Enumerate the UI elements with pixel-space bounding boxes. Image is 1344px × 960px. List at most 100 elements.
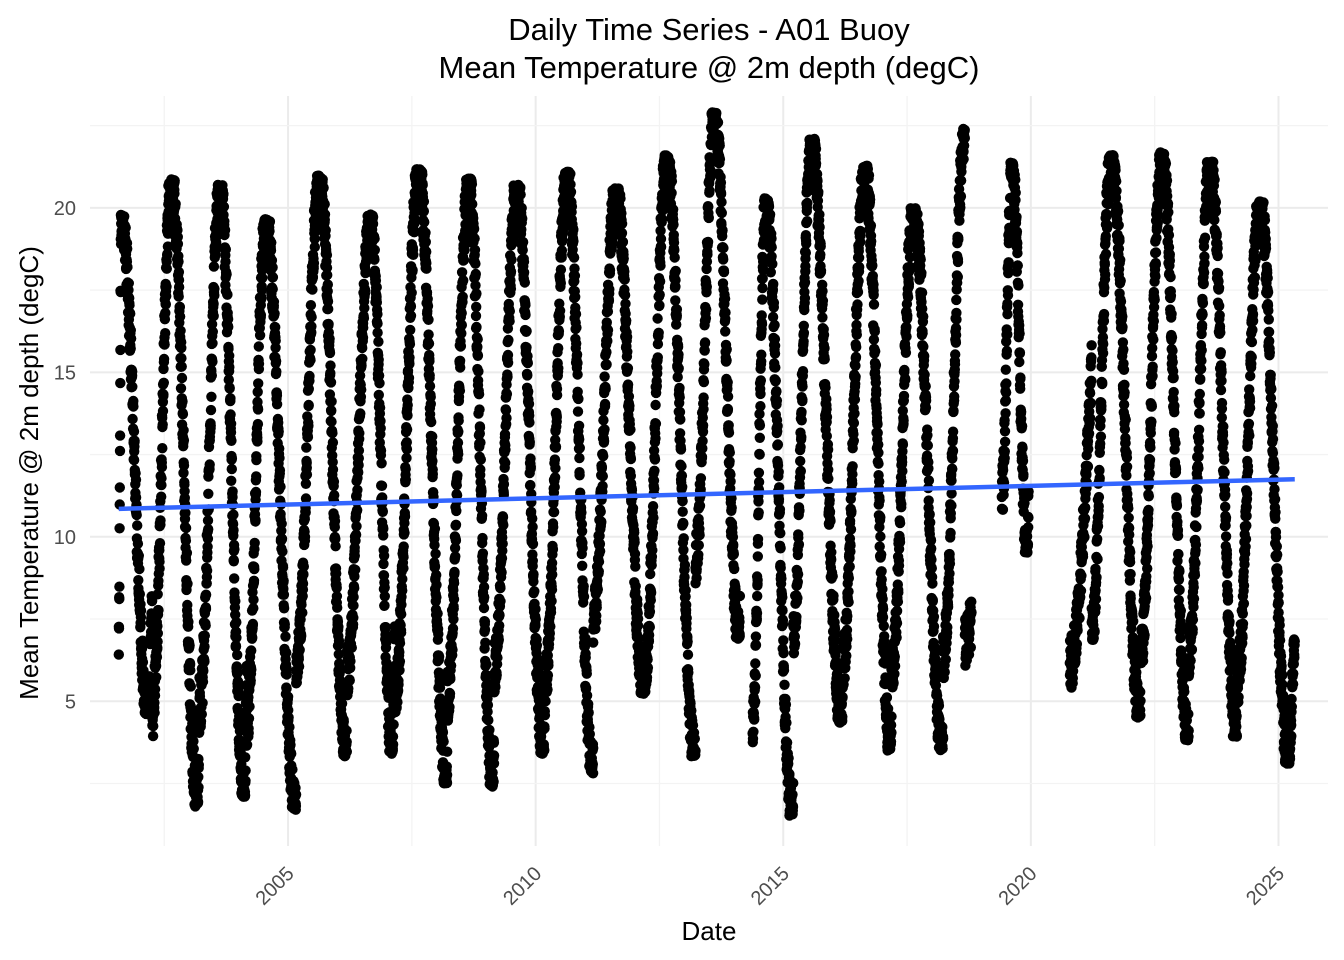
data-point xyxy=(169,188,180,199)
data-point xyxy=(456,267,468,278)
data-point xyxy=(152,589,163,600)
data-point xyxy=(400,474,411,485)
data-point xyxy=(548,521,559,533)
data-point xyxy=(128,401,139,412)
data-point xyxy=(793,539,805,550)
data-point xyxy=(332,602,343,613)
data-point xyxy=(505,283,517,294)
data-point xyxy=(358,322,369,333)
data-point xyxy=(772,420,783,432)
data-point xyxy=(129,435,140,446)
data-point xyxy=(520,299,531,311)
data-point xyxy=(445,660,457,671)
data-point xyxy=(197,697,208,709)
data-point xyxy=(545,621,556,632)
data-point xyxy=(220,256,231,267)
data-point xyxy=(722,391,734,402)
data-point xyxy=(157,405,169,417)
data-point xyxy=(488,750,500,761)
data-point xyxy=(296,630,307,642)
data-point xyxy=(205,420,216,431)
data-point xyxy=(173,291,184,302)
data-point xyxy=(565,186,577,198)
data-point xyxy=(576,507,587,518)
data-point xyxy=(395,627,407,638)
data-point xyxy=(305,300,317,311)
data-point xyxy=(331,568,342,579)
data-point xyxy=(573,393,584,405)
data-point xyxy=(381,634,392,646)
data-point xyxy=(430,548,441,559)
data-point xyxy=(298,569,309,580)
data-point xyxy=(173,281,185,293)
data-point xyxy=(778,635,789,646)
data-point xyxy=(644,621,655,633)
data-point xyxy=(482,699,494,711)
data-point xyxy=(151,672,162,683)
data-point xyxy=(188,736,199,747)
data-point xyxy=(256,284,268,296)
data-point xyxy=(240,765,251,776)
data-point xyxy=(502,371,513,383)
data-point xyxy=(475,454,486,465)
data-point xyxy=(387,731,399,742)
data-point xyxy=(539,723,550,734)
data-point xyxy=(284,721,295,733)
data-point xyxy=(113,623,125,634)
data-point xyxy=(527,521,538,533)
data-point xyxy=(114,593,125,605)
data-point xyxy=(477,548,489,559)
data-point xyxy=(398,541,409,552)
data-point xyxy=(373,354,384,365)
data-point xyxy=(326,416,337,427)
data-point xyxy=(271,399,283,410)
data-point xyxy=(178,460,190,471)
data-point xyxy=(448,577,460,589)
data-point xyxy=(403,372,415,384)
data-point xyxy=(592,584,603,595)
data-point xyxy=(137,657,149,668)
data-point xyxy=(127,413,138,425)
data-point xyxy=(632,613,644,624)
data-point xyxy=(755,388,766,400)
data-point xyxy=(615,193,626,204)
data-point xyxy=(781,737,793,748)
data-point xyxy=(775,528,786,539)
data-point xyxy=(329,490,340,501)
data-point xyxy=(113,649,125,660)
data-point xyxy=(437,726,449,738)
data-point xyxy=(472,375,484,386)
data-point xyxy=(549,472,561,483)
data-point xyxy=(338,716,349,727)
data-point xyxy=(677,506,688,517)
data-point xyxy=(397,573,408,585)
data-point xyxy=(649,465,660,476)
data-point xyxy=(627,503,639,514)
data-point xyxy=(225,427,237,438)
data-point xyxy=(268,296,280,307)
data-point xyxy=(694,529,705,541)
data-point xyxy=(244,701,255,712)
data-point xyxy=(359,302,370,314)
data-point xyxy=(202,515,214,526)
data-point xyxy=(594,545,606,557)
data-point xyxy=(448,603,459,614)
data-point xyxy=(455,340,467,352)
data-point xyxy=(441,761,452,772)
data-point xyxy=(157,443,168,454)
data-point xyxy=(502,349,514,361)
data-point xyxy=(379,591,390,602)
data-point xyxy=(343,683,354,694)
data-point xyxy=(114,523,125,534)
data-point xyxy=(417,169,428,180)
data-point xyxy=(197,676,209,687)
data-point xyxy=(154,563,165,574)
data-point xyxy=(654,300,665,311)
data-point xyxy=(689,733,700,744)
data-point xyxy=(764,209,776,220)
data-point xyxy=(181,555,192,566)
data-point xyxy=(673,363,684,374)
data-point xyxy=(317,174,328,185)
data-point xyxy=(331,582,342,594)
data-point xyxy=(749,682,761,693)
